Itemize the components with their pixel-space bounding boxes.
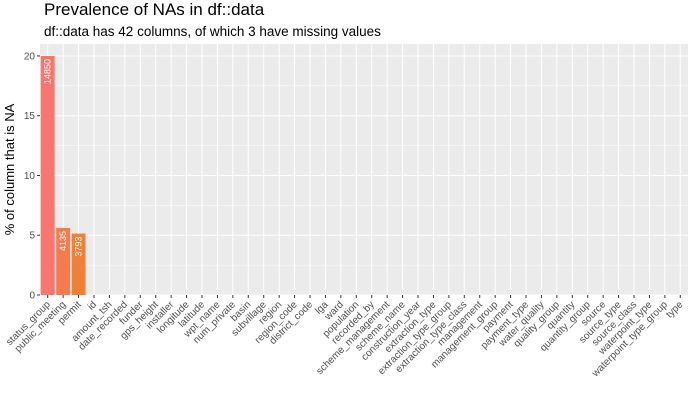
bar-data-label: 4135: [58, 231, 68, 251]
x-tick-label: type: [664, 299, 685, 320]
y-tick-label: 0: [29, 291, 35, 302]
bar-data-label: 3793: [74, 237, 84, 257]
y-tick-label: 10: [24, 171, 36, 182]
y-tick-label: 20: [24, 51, 36, 62]
chart-title: Prevalence of NAs in df::data: [44, 0, 265, 19]
bar: [71, 233, 86, 295]
bar: [56, 227, 71, 295]
y-tick-label: 5: [29, 231, 35, 242]
y-axis-label: % of column that is NA: [2, 103, 17, 235]
chart-subtitle: df::data has 42 columns, of which 3 have…: [44, 24, 381, 39]
bar-data-label: 14850: [43, 59, 53, 84]
plot-panel: [40, 44, 688, 295]
bar: [40, 55, 55, 296]
y-tick-label: 15: [24, 111, 36, 122]
